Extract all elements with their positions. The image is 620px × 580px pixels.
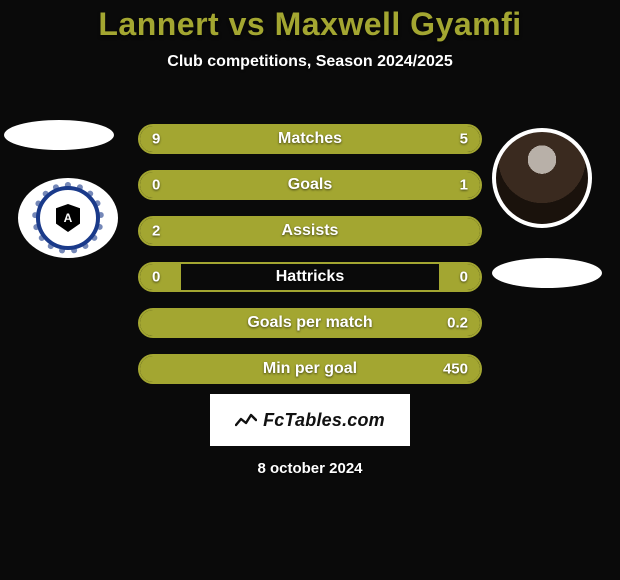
stat-value-right: 0 — [460, 269, 468, 286]
player1-plinth-ellipse — [4, 120, 114, 150]
stat-row: 0Goals1 — [138, 170, 482, 200]
stat-value-right: 450 — [443, 361, 468, 378]
stat-label: Matches — [140, 130, 480, 148]
attribution-text: FcTables.com — [263, 410, 385, 431]
page-title: Lannert vs Maxwell Gyamfi — [0, 0, 620, 43]
stat-value-right: 5 — [460, 131, 468, 148]
date-text: 8 october 2024 — [0, 460, 620, 477]
stat-row: Min per goal450 — [138, 354, 482, 384]
player2-plinth-ellipse — [492, 258, 602, 288]
stat-row: 9Matches5 — [138, 124, 482, 154]
stat-row: Goals per match0.2 — [138, 308, 482, 338]
stat-value-right: 0.2 — [447, 315, 468, 332]
stat-label: Assists — [140, 222, 480, 240]
comparison-bars: 9Matches50Goals12Assists0Hattricks0Goals… — [138, 124, 482, 400]
stat-value-right: 1 — [460, 177, 468, 194]
stat-label: Hattricks — [140, 268, 480, 286]
player2-avatar — [492, 128, 592, 228]
stat-label: Goals per match — [140, 314, 480, 332]
infographic-root: Lannert vs Maxwell Gyamfi Club competiti… — [0, 0, 620, 580]
subtitle: Club competitions, Season 2024/2025 — [0, 53, 620, 71]
stat-row: 0Hattricks0 — [138, 262, 482, 292]
stat-label: Min per goal — [140, 360, 480, 378]
stat-label: Goals — [140, 176, 480, 194]
chart-icon — [235, 411, 257, 429]
player1-club-crest: A — [18, 178, 118, 258]
attribution-badge: FcTables.com — [210, 394, 410, 446]
stat-row: 2Assists — [138, 216, 482, 246]
